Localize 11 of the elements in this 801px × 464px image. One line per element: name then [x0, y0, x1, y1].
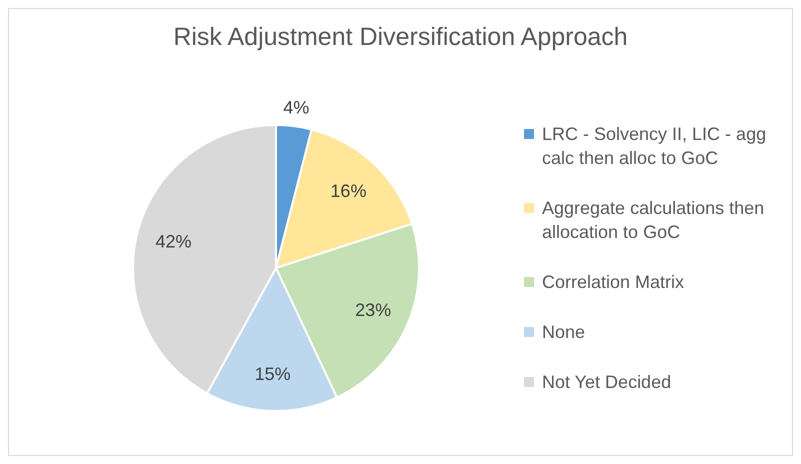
data-label: 42% [155, 232, 192, 252]
legend-label: None [542, 321, 586, 344]
legend-label: Not Yet Decided [542, 371, 672, 394]
legend-label: Correlation Matrix [542, 271, 684, 294]
data-label: 16% [330, 180, 366, 201]
data-label: 15% [254, 364, 291, 384]
data-label: 23% [355, 300, 392, 320]
legend-label: LRC - Solvency II, LIC - agg calc then alloc to GoC [542, 123, 768, 170]
legend-label: Aggregate calculations then allocation to GoC [542, 197, 766, 244]
chart-title: Risk Adjustment Diversification Approach [172, 22, 629, 53]
data-label: 4% [283, 98, 310, 118]
